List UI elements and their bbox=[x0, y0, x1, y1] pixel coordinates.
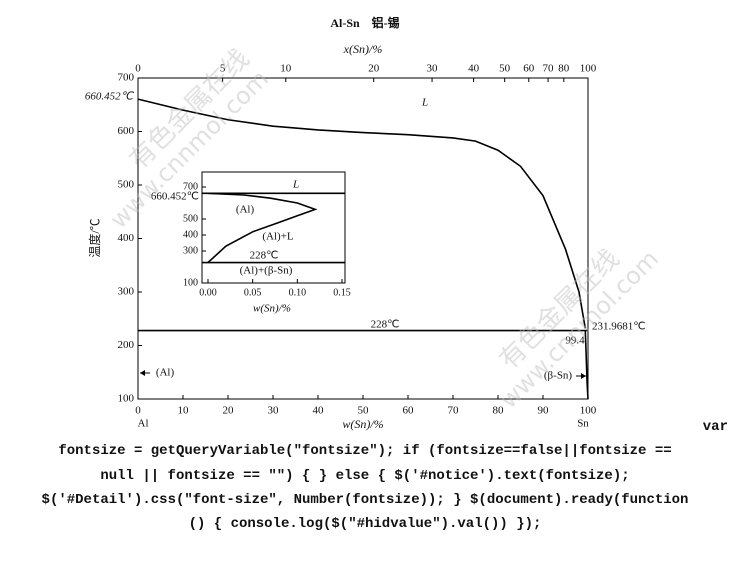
x-tick-label: 60 bbox=[403, 405, 415, 417]
x-tick-label: 20 bbox=[223, 405, 235, 417]
arrow-head bbox=[140, 370, 145, 376]
annotation: (Al) bbox=[236, 204, 255, 216]
x-tick-label: 0 bbox=[135, 405, 141, 417]
y-tick-label: 400 bbox=[183, 229, 198, 240]
y-tick-label: 200 bbox=[118, 339, 135, 351]
x-tick-label: 0.10 bbox=[289, 287, 307, 298]
x-tick-label: 40 bbox=[313, 405, 325, 417]
curve bbox=[207, 192, 318, 264]
x2-tick-label: 10 bbox=[280, 63, 292, 75]
x2-tick-label: 60 bbox=[523, 63, 535, 75]
curve bbox=[137, 98, 587, 329]
y-tick-label: 500 bbox=[183, 213, 198, 224]
x-tick-label: 80 bbox=[493, 405, 505, 417]
y-tick-label: 400 bbox=[118, 232, 135, 244]
x2-tick-label: 100 bbox=[580, 63, 597, 75]
y-tick-label: 700 bbox=[183, 181, 198, 192]
annotation: (Al) bbox=[156, 367, 175, 379]
annotation: Al bbox=[138, 418, 149, 430]
annotation: 99.4 bbox=[565, 335, 585, 347]
x2-tick-label: 70 bbox=[543, 63, 555, 75]
annotation: Sn bbox=[577, 418, 589, 430]
annotation: 228℃ bbox=[371, 319, 400, 331]
code-line: null || fontsize == ″″) { } else { $('#n… bbox=[100, 468, 630, 484]
y-tick-label: 300 bbox=[183, 245, 198, 256]
y-label: 温度/℃ bbox=[87, 218, 102, 257]
code-line: () { console.log($(″#hidvalue″).val()) }… bbox=[188, 516, 542, 532]
x2-tick-label: 0 bbox=[135, 63, 141, 75]
x2-tick-label: 5 bbox=[220, 63, 226, 75]
x-label: w(Sn)/% bbox=[342, 417, 383, 431]
code-line: $('#Detail').css(″font-size″, Number(fon… bbox=[41, 492, 689, 508]
x2-tick-label: 20 bbox=[368, 63, 380, 75]
x2-label: x(Sn)/% bbox=[343, 42, 383, 56]
x2-tick-label: 30 bbox=[427, 63, 439, 75]
x-tick-label: 90 bbox=[538, 405, 550, 417]
code-line: var bbox=[702, 419, 728, 435]
annotation: 228℃ bbox=[250, 250, 279, 262]
x2-tick-label: 40 bbox=[468, 63, 480, 75]
inset-x-label: w(Sn)/% bbox=[253, 303, 291, 315]
chart-title: Al-Sn 铝-锡 bbox=[330, 15, 399, 30]
x-tick-label: 0.00 bbox=[199, 287, 217, 298]
y-tick-label: 300 bbox=[118, 286, 135, 298]
code-line: fontsize = getQueryVariable(″fontsize″);… bbox=[58, 443, 672, 459]
x2-tick-label: 80 bbox=[558, 63, 570, 75]
x-tick-label: 50 bbox=[358, 405, 370, 417]
y-tick-label: 100 bbox=[183, 277, 198, 288]
annotation: 660.452℃ bbox=[85, 91, 135, 103]
annotation: L bbox=[421, 97, 428, 109]
x-tick-label: 100 bbox=[580, 405, 597, 417]
annotation: 231.9681℃ bbox=[592, 321, 646, 333]
annotation: 660.452℃ bbox=[151, 191, 199, 203]
x-tick-label: 0.15 bbox=[333, 287, 351, 298]
x-tick-label: 30 bbox=[268, 405, 280, 417]
y-tick-label: 600 bbox=[118, 125, 135, 137]
annotation: L bbox=[292, 179, 299, 191]
y-tick-label: 700 bbox=[118, 72, 135, 84]
annotation: (Al)+L bbox=[262, 231, 294, 243]
chart: Al-Sn 铝-锡 x(Sn)/% w(Sn)/% 温度/℃ w(Sn)/% 1… bbox=[85, 15, 664, 431]
x-tick-label: 70 bbox=[448, 405, 460, 417]
y-tick-label: 500 bbox=[118, 179, 135, 191]
annotation: (Al)+(β-Sn) bbox=[240, 265, 293, 277]
curve bbox=[584, 330, 589, 400]
inset-frame bbox=[201, 171, 346, 284]
annotation: (β-Sn) bbox=[544, 370, 573, 382]
x-tick-label: 0.05 bbox=[244, 287, 262, 298]
y-tick-label: 100 bbox=[118, 393, 135, 405]
arrow-head bbox=[581, 373, 586, 379]
x2-tick-label: 50 bbox=[499, 63, 511, 75]
x-tick-label: 10 bbox=[178, 405, 190, 417]
